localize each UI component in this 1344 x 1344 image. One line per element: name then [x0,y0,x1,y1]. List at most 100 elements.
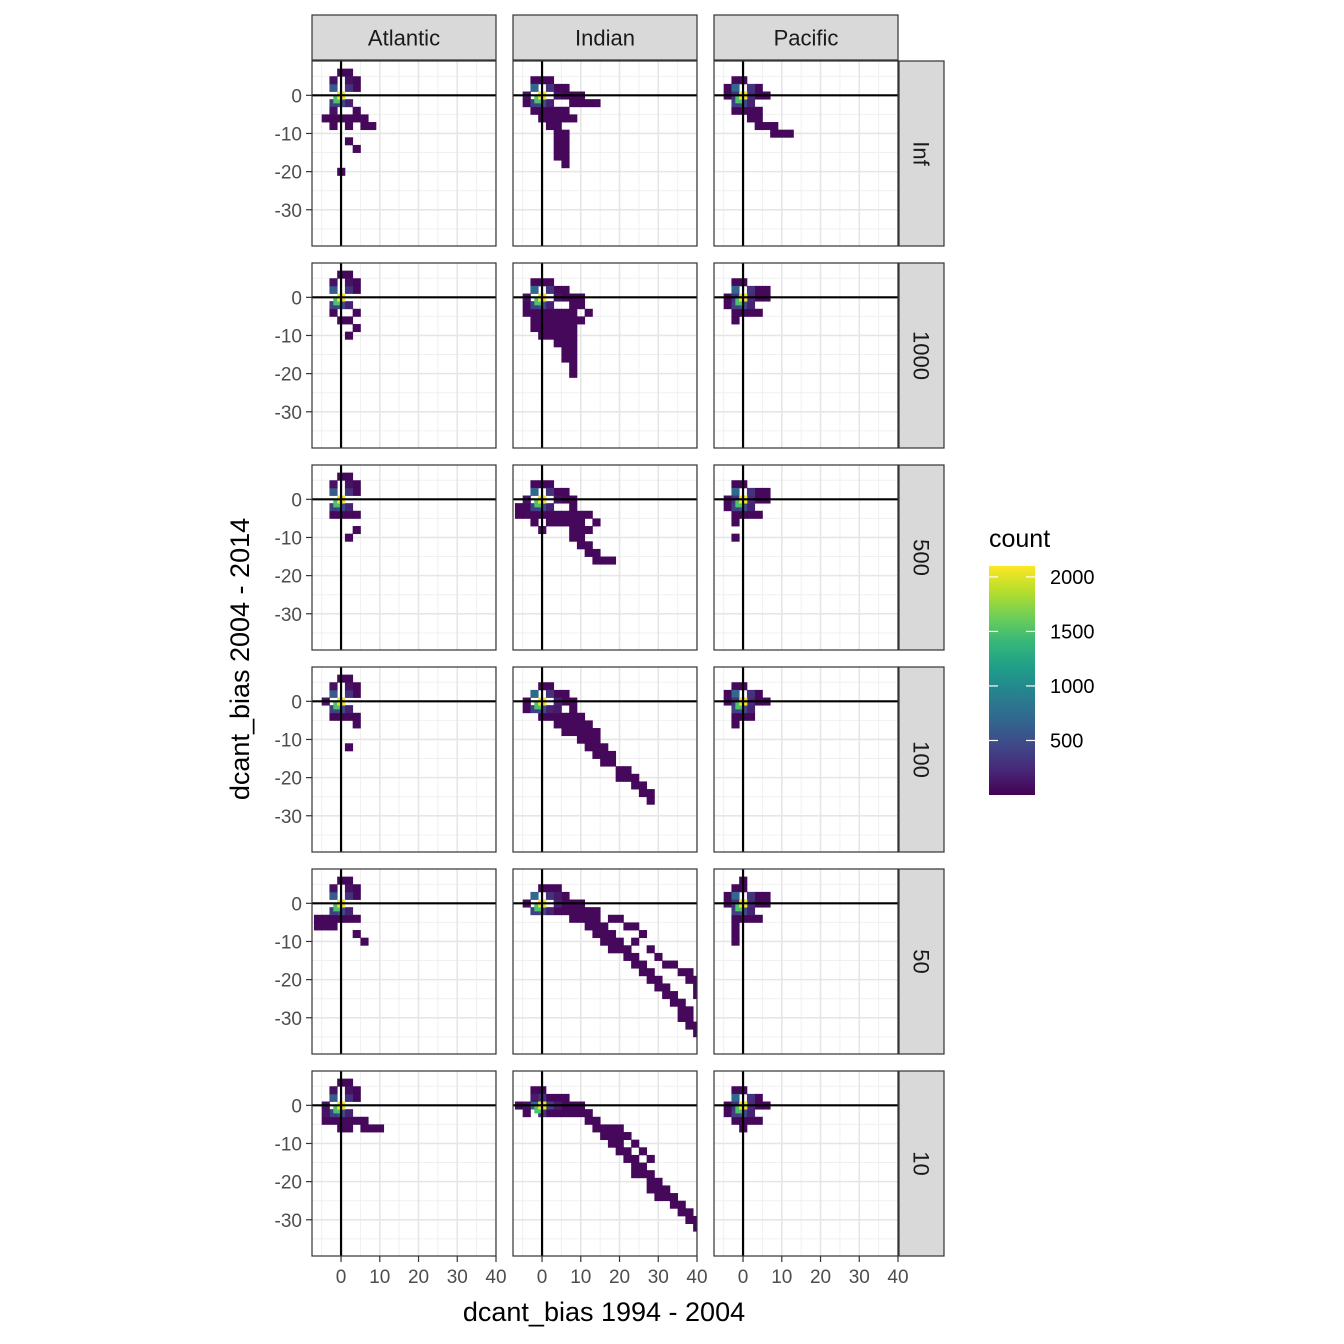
panel-indian-100 [512,666,698,853]
heatmap-bin [746,285,756,294]
heatmap-bin [746,1116,756,1125]
heatmap-bin [553,1093,562,1102]
heatmap-bin [545,331,555,340]
heatmap-bin [693,991,697,1000]
heatmap-bin [731,83,740,92]
heatmap-bin [561,339,570,348]
strip-label-row: 50 [909,949,934,973]
heatmap-bin [576,907,586,916]
heatmap-bin [344,1086,354,1095]
heatmap-bin [561,712,570,721]
heatmap-bin [344,876,354,885]
heatmap-bin [638,930,648,939]
heatmap-bin [569,533,578,542]
heatmap-bin [631,922,640,931]
x-tick-label: 0 [537,1267,548,1288]
heatmap-bin [731,278,740,287]
heatmap-bin [545,1109,555,1118]
heatmap-bin [754,83,763,92]
heatmap-bin [731,682,740,691]
heatmap-bin [576,914,586,923]
heatmap-bin [592,907,601,916]
heatmap-bin [576,316,586,325]
heatmap-bin [344,743,354,752]
heatmap-bin [545,510,555,519]
heatmap-bin [731,884,740,893]
panel-background [714,465,898,650]
heatmap-bin [545,83,555,92]
heatmap-bin [746,503,756,512]
heatmap-bin [746,301,756,310]
heatmap-bin [592,99,601,108]
heatmap-bin [561,152,570,161]
heatmap-bin [321,1109,330,1118]
heatmap-bin [530,1093,539,1102]
strip-row-50: 50 [898,868,945,1055]
legend-break-label: 500 [1050,730,1083,752]
heatmap-bin [576,712,586,721]
heatmap-bin [569,907,578,916]
panel-background [312,61,496,246]
heatmap-bin [352,884,361,893]
heatmap-bin [623,952,632,961]
panel-border [512,60,698,247]
heatmap-bin [569,510,578,519]
x-tick-label: 20 [408,1267,429,1288]
heatmap-bin [623,945,632,954]
heatmap-bin [701,1029,709,1037]
legend: count 2000 1500 1000 500 [989,525,1095,795]
heatmap-bin [553,689,562,698]
heatmap-bin [607,556,617,565]
heatmap-bin [561,487,570,496]
y-tick-label: -30 [275,201,302,222]
heatmap-bin [654,975,663,984]
heatmap-bin [329,76,338,85]
heatmap-bin [584,914,593,923]
panel-atlantic-1000 [311,262,497,449]
heatmap-bin [669,998,679,1007]
heatmap-bin [352,1093,361,1102]
heatmap-bin [561,1093,570,1102]
heatmap-bin [631,781,640,790]
panel-indian-1000 [512,262,698,449]
heatmap-bin [754,689,763,698]
heatmap-bin [607,930,617,939]
panel-background [312,1071,496,1256]
heatmap-bin [561,308,570,317]
strip-background [898,1070,945,1257]
heatmap-bin [321,922,330,931]
heatmap-bin [723,891,732,900]
heatmap-bin [638,960,648,969]
heatmap-bin [731,487,740,496]
heatmap-bin [762,487,771,496]
heatmap-bin [553,720,562,729]
y-tick-label: 0 [291,490,302,511]
heatmap-bin [569,114,578,123]
heatmap-bin [754,122,763,131]
heatmap-bin [685,968,694,977]
heatmap-bin [313,922,323,931]
heatmap-bin [762,122,771,131]
heatmap-bin [662,960,671,969]
heatmap-bin [553,137,562,146]
heatmap-bin [545,487,555,496]
panel-border [512,868,698,1055]
y-tick-label: 0 [291,894,302,915]
heatmap-bin [770,122,779,131]
heatmap-bin [615,773,624,782]
heatmap-bin [569,914,578,923]
x-tick-label: 40 [686,1267,707,1288]
heatmap-bin [754,308,763,317]
heatmap-bin [329,278,338,287]
heatmap-bin [731,712,740,721]
heatmap-bin [344,884,354,893]
heatmap-bin [569,316,578,325]
y-tick-label: -30 [275,807,302,828]
heatmap-bin [344,533,354,542]
heatmap-bin [561,331,570,340]
x-tick-label: 40 [887,1267,908,1288]
y-tick-label: -30 [275,605,302,626]
y-tick-label: 0 [291,1096,302,1117]
heatmap-bin [576,728,586,737]
